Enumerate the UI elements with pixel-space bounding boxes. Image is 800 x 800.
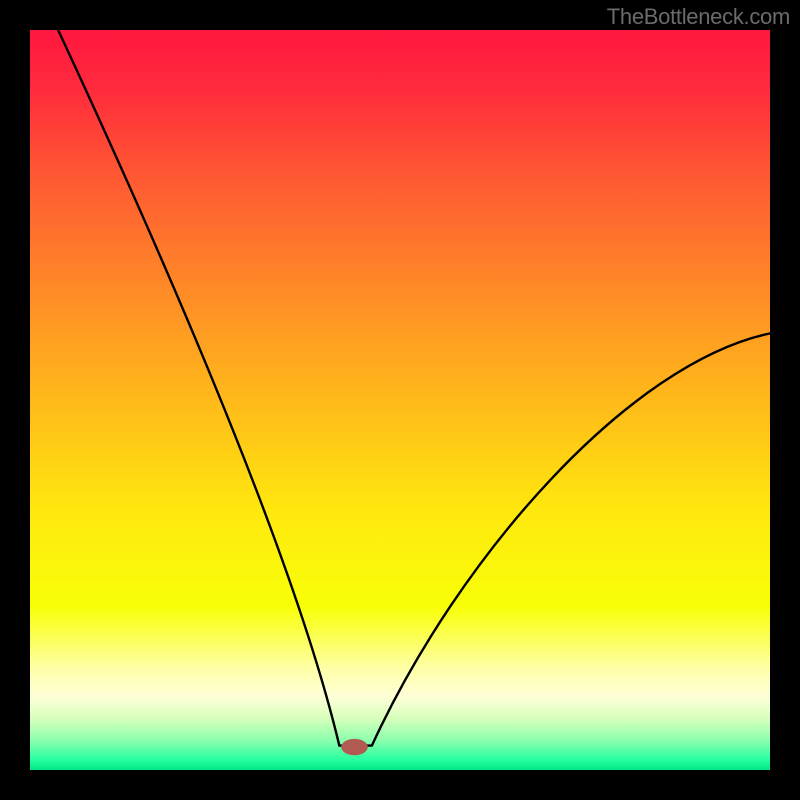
watermark-text: TheBottleneck.com bbox=[607, 4, 790, 30]
gradient-background bbox=[30, 30, 770, 770]
chart-plot-area bbox=[30, 30, 770, 770]
chart-container: TheBottleneck.com bbox=[0, 0, 800, 800]
